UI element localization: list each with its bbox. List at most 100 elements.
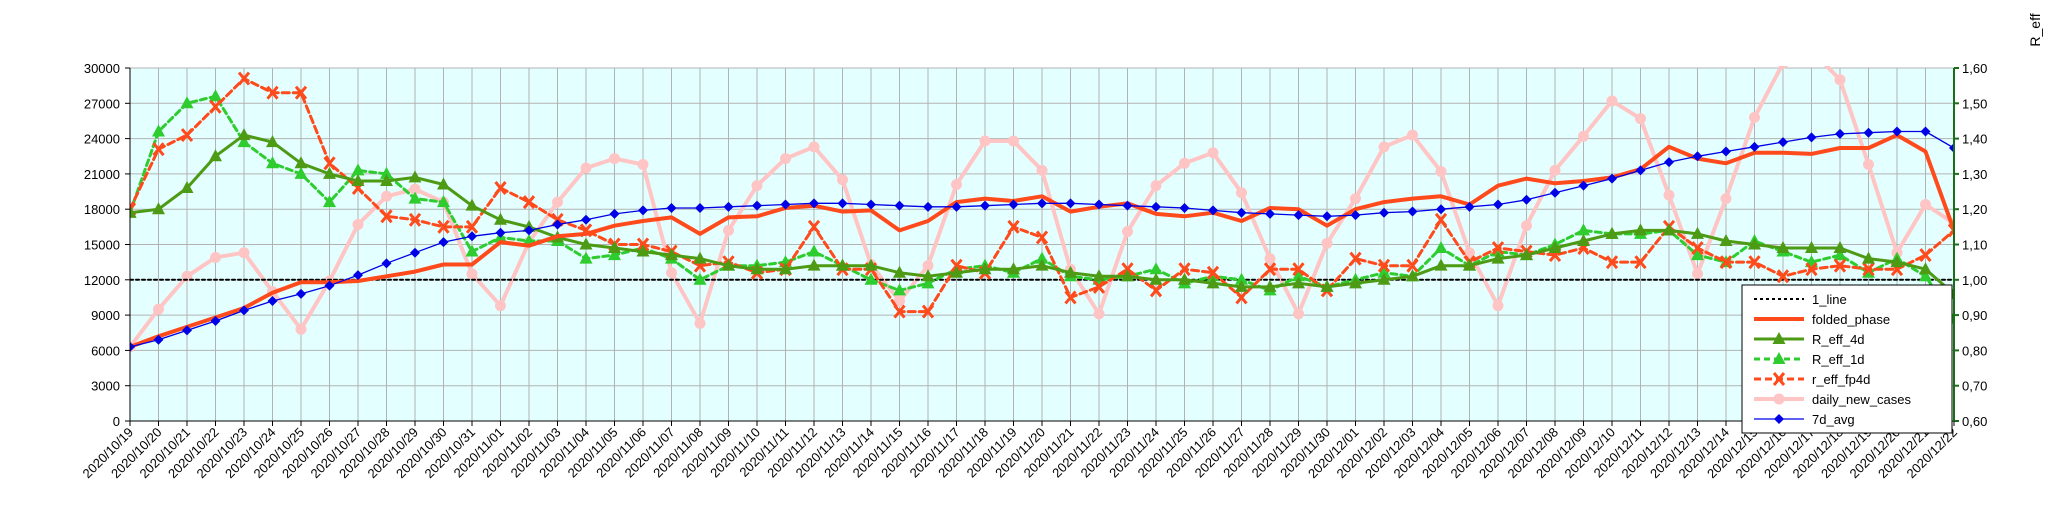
series-7d-avg-point	[552, 219, 563, 230]
series-R-eff-4d-point	[1719, 233, 1733, 246]
series-R-eff-1d-point	[1919, 269, 1932, 282]
series-daily-new-cases-point	[808, 141, 820, 153]
series-7d-avg-point	[1949, 143, 1954, 154]
series-R-eff-4d-point	[494, 212, 507, 225]
series-7d-avg-point	[723, 201, 734, 212]
series-7d-avg-point	[1008, 199, 1019, 210]
series-R-eff-1d-point	[579, 251, 593, 264]
series-7d-avg-point	[381, 258, 392, 269]
series-daily-new-cases-point	[1464, 247, 1475, 259]
series-daily-new-cases-point	[381, 190, 392, 202]
series-daily-new-cases-point	[409, 183, 421, 195]
series-r-eff-fp4d-point	[1064, 290, 1077, 305]
series-r-eff-fp4d-point	[636, 237, 650, 252]
legend-entry: r_eff_fp4d	[1754, 372, 1870, 387]
series-R-eff-4d-point	[1919, 262, 1932, 275]
series-R-eff-4d-point	[180, 181, 194, 194]
series-daily-new-cases-point	[352, 218, 364, 230]
series-r-eff-fp4d-point	[152, 142, 165, 157]
series-R-eff-4d-point	[1890, 255, 1904, 268]
series-7d-avg-point	[1635, 165, 1646, 176]
series-daily-new-cases-point	[210, 251, 221, 263]
series-r-eff-fp4d-point	[522, 195, 536, 210]
series-daily-new-cases-point	[1549, 164, 1561, 176]
series-R-eff-4d-point	[1833, 241, 1847, 254]
series-R-eff-4d-point	[1634, 223, 1647, 236]
series-7d-avg-point	[951, 201, 962, 212]
series-R-eff-1d-point	[180, 96, 194, 109]
series-daily-new-cases-point	[1834, 74, 1846, 86]
series-daily-new-cases-point	[1293, 308, 1304, 320]
series-R-eff-4d-point	[978, 262, 992, 275]
series-r-eff-fp4d-point	[1121, 262, 1134, 277]
series-7d-avg-point	[153, 334, 164, 345]
series-R-eff-1d-point	[1035, 251, 1049, 264]
series-R-eff-4d-point	[750, 262, 764, 275]
series-7d-avg-point	[1806, 132, 1817, 143]
right-tick-label: 0,90	[1962, 308, 1987, 323]
series-R-eff-1d-point	[1235, 272, 1248, 285]
series-7d-avg-point	[1265, 208, 1275, 219]
series-daily-new-cases	[130, 66, 1954, 353]
series-7d-avg-point	[1407, 206, 1418, 217]
series-7d-avg-point	[980, 200, 990, 211]
series-R-eff-4d-point	[864, 258, 878, 271]
series-daily-new-cases-point	[1521, 220, 1532, 232]
series-r-eff-fp4d-point	[1719, 255, 1733, 270]
series-7d-avg-point	[809, 198, 819, 209]
series-R-eff-1d-point	[209, 89, 222, 102]
series-daily-new-cases-point	[837, 174, 848, 186]
series-7d-avg-point	[581, 214, 591, 225]
series-R-eff-4d-point	[1491, 251, 1505, 264]
series-R-eff-1d-point	[351, 163, 365, 176]
series-R-eff-4d-point	[1206, 276, 1220, 289]
series-R-eff-1d-point	[1149, 262, 1163, 275]
series-r-eff-fp4d-point	[1406, 258, 1419, 273]
series-7d-avg-point	[353, 270, 363, 281]
series-7d-avg-point	[1778, 137, 1788, 148]
series-7d-avg-point	[1037, 198, 1047, 209]
series-R-eff-4d	[130, 128, 1954, 299]
series-7d-avg-point	[524, 225, 534, 236]
series-7d-avg-point	[1179, 203, 1190, 214]
series-R-eff-4d-point	[1691, 226, 1704, 239]
series-R-eff-1d-point	[1691, 248, 1704, 261]
series-7d-avg-point	[1065, 198, 1076, 209]
right-axis-title: R_eff	[2027, 13, 2043, 46]
series-R-eff-1d-point	[864, 272, 878, 285]
series-R-eff-4d-point	[836, 258, 849, 271]
right-tick-label: 1,00	[1962, 273, 1987, 288]
left-tick-label: 15000	[84, 238, 120, 253]
series-R-eff-4d-point	[1577, 233, 1590, 246]
series-r-eff-fp4d-point	[950, 258, 963, 273]
series-R-eff-4d-point	[665, 248, 678, 261]
series-7d-avg-point	[1094, 199, 1104, 210]
series-daily-new-cases-point	[1122, 226, 1133, 238]
series-r-eff-fp4d-point	[408, 212, 422, 227]
left-tick-label: 21000	[84, 167, 120, 182]
series-7d-avg-point	[1835, 128, 1845, 139]
series-R-eff-4d-point	[1463, 258, 1476, 271]
series-r-eff-fp4d-point	[1634, 255, 1647, 270]
series-R-eff-4d-point	[722, 258, 735, 271]
series-7d-avg-point	[1550, 187, 1560, 198]
left-tick-label: 9000	[91, 308, 120, 323]
series-R-eff-1d-point	[380, 166, 393, 179]
legend-swatch-point	[1772, 332, 1786, 344]
series-folded-phase	[130, 133, 1954, 349]
legend-label: 7d_avg	[1812, 412, 1855, 427]
series-R-eff-4d-point	[1434, 258, 1448, 271]
series-r-eff-fp4d-point	[323, 156, 336, 171]
left-tick-label: 12000	[84, 273, 120, 288]
left-tick-label: 30000	[84, 61, 120, 76]
series-R-eff-1d-point	[1833, 248, 1847, 261]
right-tick-label: 1,20	[1962, 202, 1987, 217]
series-daily-new-cases-point	[1720, 193, 1732, 205]
series-R-eff-4d-point	[1776, 241, 1790, 254]
series-R-eff-4d-point	[1035, 258, 1049, 271]
series-7d-avg-point	[1122, 200, 1133, 211]
series-7d-avg-point	[296, 288, 306, 299]
series-r-eff-fp4d-point	[1149, 283, 1163, 298]
series-R-eff-1d-point	[1292, 269, 1305, 282]
series-7d-avg-point	[1236, 207, 1247, 218]
